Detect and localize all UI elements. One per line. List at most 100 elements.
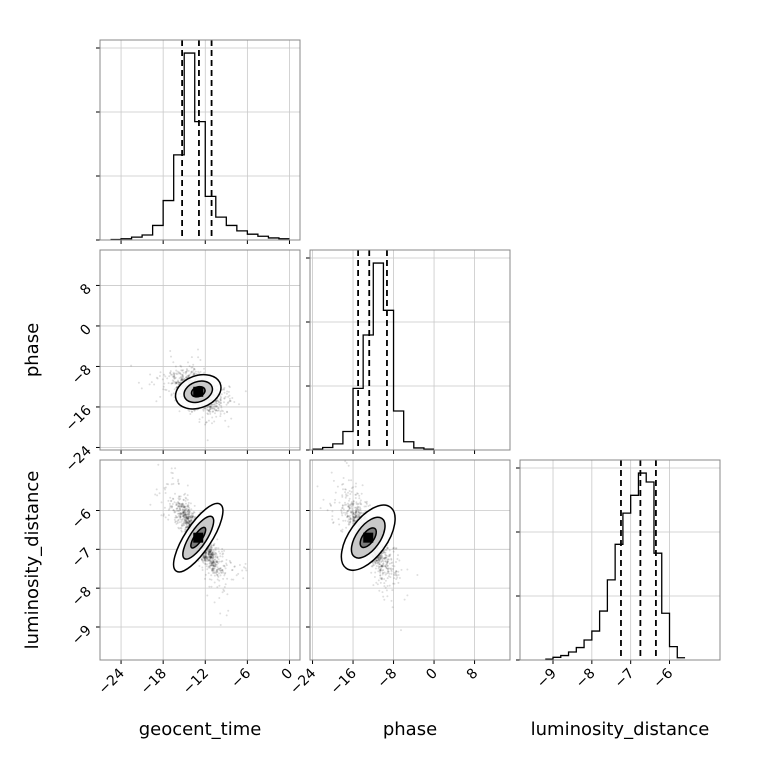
sample-point: [208, 572, 210, 574]
sample-point: [198, 421, 200, 423]
sample-point: [331, 515, 333, 517]
sample-point: [230, 400, 232, 402]
sample-point: [404, 599, 406, 601]
sample-point: [245, 390, 247, 392]
sample-point: [172, 361, 174, 363]
sample-point: [245, 569, 247, 571]
sample-point: [217, 547, 219, 549]
sample-point: [192, 364, 194, 366]
sample-point: [226, 578, 228, 580]
sample-point: [382, 572, 384, 574]
sample-point: [170, 374, 172, 376]
sample-point: [341, 496, 343, 498]
sample-point: [211, 570, 213, 572]
sample-point: [386, 562, 388, 564]
sample-point: [385, 564, 387, 566]
tick-label-phase: −16: [328, 665, 360, 697]
sample-point: [212, 572, 214, 574]
sample-point: [208, 556, 210, 558]
sample-point: [387, 577, 389, 579]
sample-point: [226, 614, 228, 616]
sample-point: [223, 550, 225, 552]
sample-point: [216, 538, 218, 540]
sample-point: [172, 483, 174, 485]
sample-point: [406, 594, 408, 596]
sample-point: [343, 512, 345, 514]
sample-point: [149, 374, 151, 376]
sample-point: [375, 568, 377, 570]
sample-point: [377, 583, 379, 585]
panel-frame: [100, 460, 300, 660]
sample-point: [199, 359, 201, 361]
sample-point: [323, 499, 325, 501]
sample-point: [374, 561, 376, 563]
sample-point: [393, 551, 395, 553]
sample-point: [222, 570, 224, 572]
sample-point: [375, 582, 377, 584]
sample-point: [192, 515, 194, 517]
sample-point: [348, 465, 350, 467]
histogram-bar-geocent-time: [142, 235, 153, 240]
sample-point: [380, 582, 382, 584]
histogram-bar-geocent-time: [195, 122, 206, 240]
sample-point: [171, 507, 173, 509]
sample-point: [347, 520, 349, 522]
y-axis-label-luminosity-distance: luminosity_distance: [22, 471, 43, 650]
sample-point: [191, 411, 193, 413]
sample-point: [386, 559, 388, 561]
sample-point: [378, 565, 380, 567]
sample-point: [176, 508, 178, 510]
sample-point: [213, 562, 215, 564]
sample-point: [245, 563, 247, 565]
sample-point: [165, 516, 167, 518]
sample-point: [223, 565, 225, 567]
sample-point: [183, 504, 185, 506]
sample-point: [188, 516, 190, 518]
sample-point: [352, 522, 354, 524]
sample-point: [171, 393, 173, 395]
sample-point: [340, 509, 342, 511]
sample-point: [391, 562, 393, 564]
sample-point: [204, 424, 206, 426]
sample-point: [219, 613, 221, 615]
sample-point: [206, 412, 208, 414]
sample-point: [179, 513, 181, 515]
sample-point: [220, 399, 222, 401]
sample-point: [213, 565, 215, 567]
sample-point: [183, 494, 185, 496]
sample-point: [221, 548, 223, 550]
sample-point: [386, 595, 388, 597]
sample-point: [335, 492, 337, 494]
sample-point: [174, 511, 176, 513]
density-peak-marker: [193, 533, 203, 543]
sample-point: [385, 580, 387, 582]
sample-point: [344, 502, 346, 504]
sample-point: [220, 624, 222, 626]
sample-point: [232, 579, 234, 581]
sample-point: [382, 591, 384, 593]
sample-point: [389, 568, 391, 570]
sample-point: [162, 378, 164, 380]
sample-point: [138, 382, 140, 384]
sample-point: [216, 574, 218, 576]
sample-point: [184, 514, 186, 516]
panel-phase-histogram: [306, 250, 510, 454]
sample-point: [213, 549, 215, 551]
sample-point: [209, 578, 211, 580]
sample-point: [344, 491, 346, 493]
sample-point: [183, 518, 185, 520]
sample-point: [169, 372, 171, 374]
sample-point: [357, 493, 359, 495]
sample-point: [388, 559, 390, 561]
sample-point: [177, 480, 179, 482]
sample-point: [187, 499, 189, 501]
sample-point: [170, 356, 172, 358]
sample-point: [159, 492, 161, 494]
sample-point: [378, 559, 380, 561]
sample-point: [229, 398, 231, 400]
histogram-step-phase: [313, 263, 435, 449]
sample-point: [218, 585, 220, 587]
sample-point: [220, 567, 222, 569]
